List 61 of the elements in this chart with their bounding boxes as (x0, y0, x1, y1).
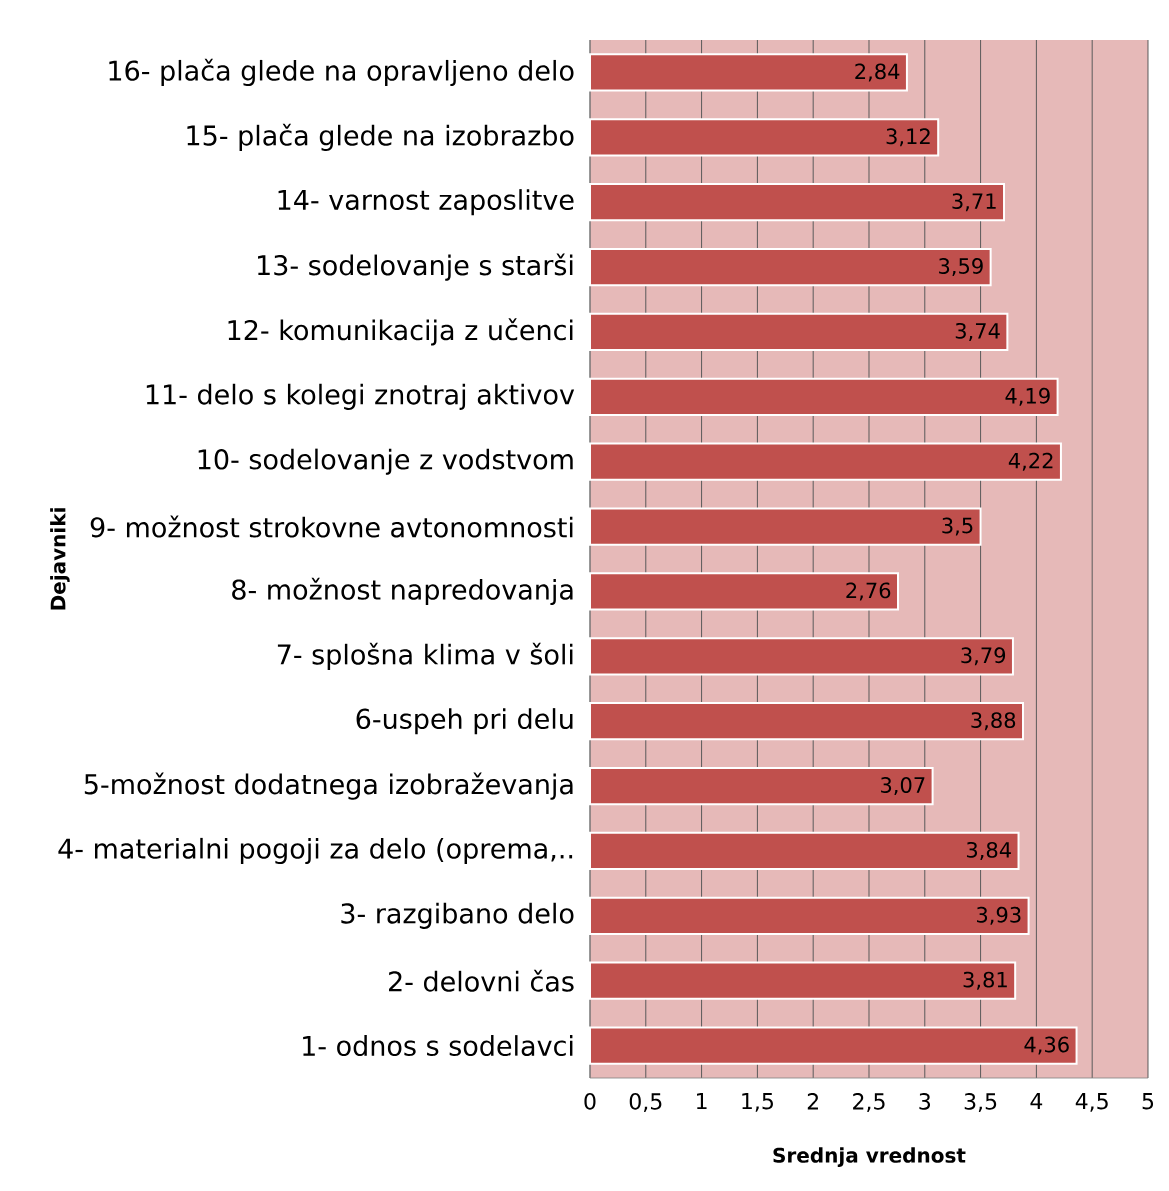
bar (588, 507, 982, 546)
data-label: 3,5 (942, 517, 973, 536)
bar (588, 896, 1030, 935)
bar (588, 183, 1006, 222)
data-label: 4,19 (1005, 387, 1050, 406)
bar (588, 118, 940, 157)
bar (588, 312, 1009, 352)
x-tick-label: 2 (807, 1093, 818, 1110)
data-label: 3,74 (955, 322, 1000, 341)
bar (588, 247, 992, 287)
y-tick-label: 7- splošna klima v šoli (277, 642, 573, 670)
bar (588, 637, 1014, 676)
y-tick-label: 10- sodelovanje z vodstvom (198, 448, 573, 475)
y-tick-label: 12- komunikacija z učenci (228, 318, 573, 346)
data-label: 3,07 (881, 777, 925, 796)
x-tick-label: 1 (697, 1093, 707, 1110)
y-tick-label: 6-uspeh pri delu (356, 708, 573, 735)
bar (588, 702, 1024, 741)
y-tick-label: 15- plača glede na izobrazbo (187, 123, 574, 151)
data-label: 3,12 (886, 128, 930, 147)
data-label: 2,76 (846, 582, 891, 601)
y-tick-label: 9- možnost strokovne avtonomnosti (90, 515, 573, 538)
x-tick-label: 0 (584, 1093, 596, 1110)
y-tick-label: 5-možnost dodatnega izobraževanja (84, 772, 573, 800)
y-tick-label: 1- odnos s sodelavci (303, 1035, 573, 1057)
data-label: 3,84 (966, 841, 1011, 860)
x-tick-label: 4 (1030, 1093, 1043, 1110)
y-tick-label: 14- varnost zaposlitve (278, 189, 574, 216)
bar (588, 961, 1017, 1000)
y-tick-label: 4- materialni pogoji za delo (oprema,.. (58, 837, 573, 865)
y-tick-label: 3- razgibano delo (341, 902, 574, 929)
data-label: 3,81 (963, 971, 1007, 990)
y-tick-label: 13- sodelovanje s starši (258, 253, 573, 281)
data-label: 4,22 (1008, 452, 1053, 471)
bar (588, 572, 899, 611)
x-tick-label: 0,5 (629, 1093, 662, 1112)
y-tick-label: 2- delovni čas (389, 969, 574, 992)
x-axis-title: Srednja vrednost (773, 1147, 966, 1167)
bar (588, 377, 1059, 416)
x-tick-label: 4,5 (1075, 1093, 1108, 1112)
x-tick-label: 1,5 (742, 1093, 773, 1112)
y-tick-label: 11- delo s kolegi znotraj aktivov (146, 383, 575, 410)
x-tick-label: 3 (919, 1093, 931, 1110)
data-label: 3,79 (961, 647, 1006, 666)
bar (588, 53, 908, 92)
bar (588, 1026, 1078, 1065)
x-tick-label: 5 (1142, 1093, 1154, 1110)
bar (588, 442, 1062, 481)
x-tick-label: 3,5 (964, 1093, 997, 1112)
y-tick-label: 16- plača glede na opravljeno delo (109, 58, 574, 87)
data-label: 2,84 (855, 63, 900, 82)
data-label: 3,93 (977, 906, 1021, 925)
data-label: 3,71 (952, 193, 996, 212)
x-tick-label: 2,5 (853, 1093, 885, 1112)
bar (588, 831, 1020, 871)
y-axis-title: Dejavniki (50, 508, 70, 610)
data-label: 3,88 (971, 712, 1016, 731)
y-tick-label: 8- možnost napredovanja (232, 577, 573, 606)
bar (588, 766, 934, 806)
data-label: 4,36 (1024, 1036, 1069, 1055)
data-label: 3,59 (939, 258, 983, 277)
